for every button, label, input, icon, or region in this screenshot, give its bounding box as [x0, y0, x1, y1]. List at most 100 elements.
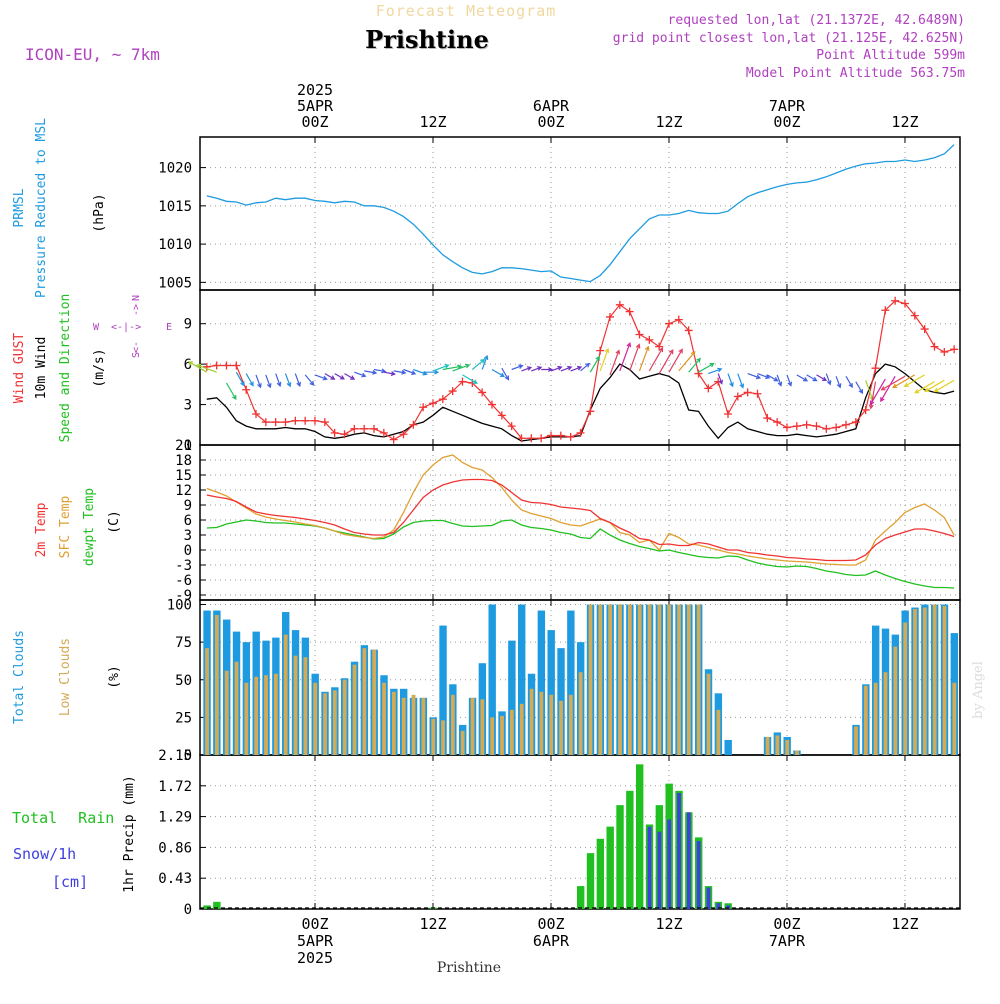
sfc-temp-label: SFC Temp	[58, 496, 73, 559]
low-cloud-bar	[431, 718, 436, 755]
y-tick-label: 18	[175, 453, 192, 469]
compass-arrow-down: <-	[131, 341, 142, 353]
gust-marker	[753, 389, 762, 398]
gust-marker	[802, 420, 811, 429]
dewpoint-line	[206, 519, 955, 589]
total-cloud-bar	[724, 739, 732, 755]
low-cloud-bar	[795, 750, 799, 755]
wind-direction-arrow	[629, 343, 641, 372]
low-cloud-bar	[657, 604, 662, 755]
gust-label: Wind GUST	[12, 333, 27, 404]
compass-n-label: N	[131, 295, 142, 301]
compass-rose: N -> W <-|-> E <- S	[93, 295, 172, 358]
meteogram-subtitle: Forecast Meteogram	[376, 2, 557, 20]
total-cloud-bar	[517, 604, 526, 755]
wind-direction-arrow	[570, 365, 583, 372]
low-cloud-bar	[647, 604, 652, 755]
low-cloud-bar	[224, 670, 229, 755]
wind-direction-arrow	[903, 374, 925, 388]
gust-marker	[635, 330, 644, 339]
low-cloud-bar	[775, 735, 780, 755]
compass-cross: <-|->	[111, 322, 141, 333]
low-cloud-bar	[854, 726, 858, 755]
wind-direction-arrow	[806, 374, 818, 382]
wind-direction-arrow	[531, 366, 543, 372]
wind-direction-arrow	[737, 373, 745, 389]
gust-marker	[320, 418, 329, 427]
wind-direction-arrow	[225, 382, 237, 401]
wind-direction-arrow	[364, 370, 378, 375]
wind-direction-arrow	[432, 364, 450, 372]
low-cloud-bar	[568, 694, 573, 755]
wind-direction-arrow	[284, 373, 292, 388]
panel-frame	[199, 754, 961, 910]
gust-marker	[291, 416, 300, 425]
gust-marker	[920, 325, 929, 334]
low-cloud-bar	[765, 736, 770, 755]
y-tick-label: 3	[184, 398, 192, 414]
wind-direction-arrow	[747, 373, 762, 380]
low-cloud-bar	[932, 604, 937, 755]
footer-location: Prishtine	[437, 960, 501, 976]
wind-direction-arrow	[619, 342, 632, 372]
low-cloud-bar	[903, 622, 908, 755]
wind-direction-arrow	[452, 363, 471, 372]
total-cloud-bar	[567, 610, 575, 755]
gust-marker	[448, 387, 457, 396]
total-cloud-bar	[537, 610, 546, 755]
point-altitude: Point Altitude 599m	[816, 48, 965, 63]
wind-direction-arrow	[255, 374, 262, 389]
gust-marker	[851, 418, 860, 427]
gust-marker	[664, 319, 673, 328]
wind-direction-arrow	[668, 348, 683, 373]
wind-direction-arrow	[816, 374, 828, 382]
gust-marker	[556, 431, 565, 440]
temp-unit-label: (C)	[107, 510, 122, 533]
bottom-time-label: 00Z	[537, 915, 564, 933]
gust-marker	[891, 296, 900, 305]
low-cloud-bar	[411, 694, 416, 755]
wind-direction-arrow	[924, 379, 945, 392]
cloud-unit-label: (%)	[107, 665, 122, 688]
wind-direction-arrow	[187, 361, 208, 373]
prmsl-desc-label: Pressure Reduced to MSL	[34, 118, 49, 298]
gust-marker	[527, 434, 536, 443]
low-cloud-bar	[608, 604, 613, 755]
gust-marker	[832, 423, 841, 432]
top-time-label: 12Z	[419, 113, 446, 131]
compass-e-label: E	[166, 322, 172, 333]
gust-marker	[861, 405, 870, 414]
gust-marker	[743, 388, 752, 397]
wind-direction-arrow	[678, 351, 696, 372]
wind-direction-arrow	[757, 373, 771, 379]
gust-marker	[812, 422, 821, 431]
low-cloud-bar	[785, 739, 790, 755]
wind-direction-arrow	[914, 381, 935, 394]
bottom-time-label: 7APR	[769, 932, 806, 950]
wind-direction-arrow	[599, 347, 610, 372]
wind-direction-arrow	[275, 373, 282, 388]
low-cloud-bar	[913, 609, 917, 755]
gust-marker	[723, 410, 732, 418]
gust-marker	[330, 428, 339, 437]
wind-direction-arrow	[580, 362, 591, 372]
low-cloud-bar	[696, 604, 701, 755]
gust-marker	[841, 420, 850, 429]
panel-frame	[199, 136, 961, 291]
snow-unit-label: [cm]	[52, 873, 88, 891]
wind-direction-arrow	[304, 374, 315, 386]
low-cloud-bar	[529, 688, 534, 755]
wind-direction-arrow	[825, 373, 832, 386]
wind-direction-arrow	[589, 355, 600, 373]
bottom-time-label: 5APR	[297, 932, 334, 950]
y-tick-label: 1.72	[158, 779, 192, 795]
wind-direction-arrow	[845, 375, 853, 389]
low-cloud-bar	[686, 604, 691, 755]
wind-direction-arrow	[648, 347, 664, 372]
low-cloud-bar	[460, 730, 465, 755]
temp2m-line	[206, 478, 955, 562]
y-tick-label: -6	[175, 573, 192, 589]
low-cloud-bar	[264, 675, 268, 755]
wind-direction-arrow	[717, 373, 723, 385]
wind-direction-arrow	[688, 357, 701, 373]
